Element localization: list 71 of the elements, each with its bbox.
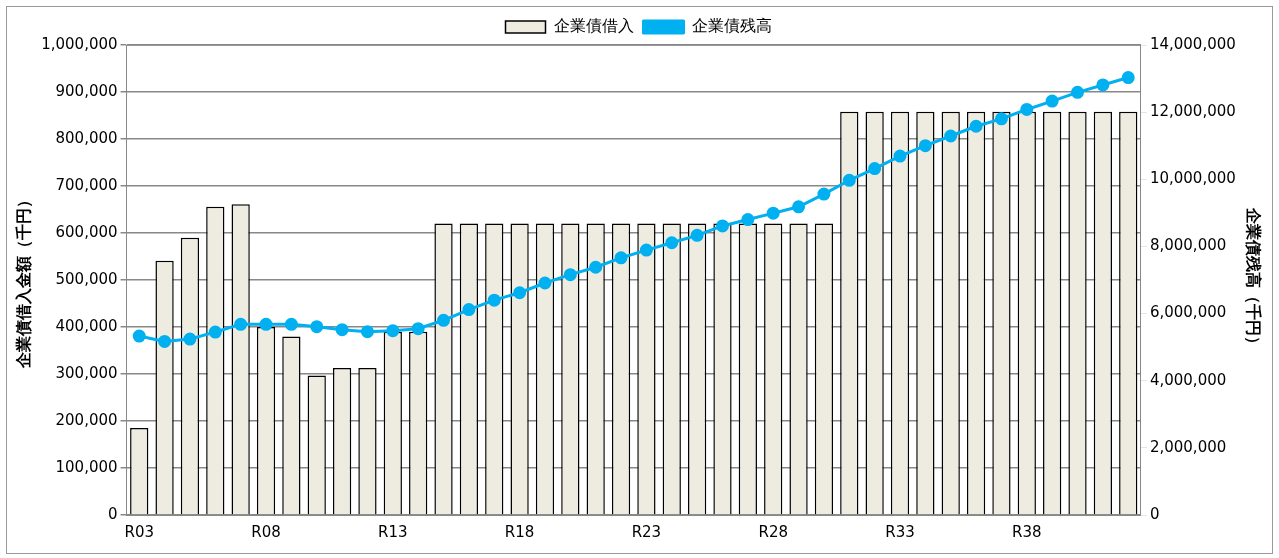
point: [1045, 94, 1059, 108]
point: [918, 139, 932, 153]
point: [487, 293, 501, 307]
point: [868, 162, 882, 176]
x-tick-label: R28: [758, 522, 788, 541]
point: [690, 228, 704, 242]
y2-tick-label: 10,000,000: [1149, 169, 1236, 188]
y-tick-label: 800,000: [55, 128, 118, 147]
point: [132, 329, 146, 343]
point: [944, 129, 958, 143]
x-tick-label: R08: [251, 522, 281, 541]
point: [158, 334, 172, 348]
point: [842, 173, 856, 187]
y-tick-label: 600,000: [55, 222, 118, 241]
point: [234, 317, 248, 331]
point: [817, 187, 831, 201]
y-tick-label: 0: [107, 504, 118, 523]
point: [310, 320, 324, 334]
point: [741, 213, 755, 227]
y2-tick-label: 8,000,000: [1149, 236, 1227, 255]
y2-tick-label: 12,000,000: [1149, 102, 1236, 121]
point: [284, 317, 298, 331]
point: [715, 219, 729, 233]
point: [893, 149, 907, 163]
point: [792, 200, 806, 214]
point: [1096, 78, 1110, 92]
y-axis-title: 企業債借入金額（千円）: [13, 192, 33, 369]
point: [1121, 71, 1135, 85]
x-tick-label: R18: [504, 522, 535, 541]
legend-label: 企業債借入: [553, 16, 634, 36]
point: [360, 325, 374, 339]
y-tick-label: 500,000: [55, 269, 118, 288]
x-tick-label: R33: [885, 522, 915, 541]
y2-tick-label: 6,000,000: [1149, 303, 1227, 322]
point: [969, 119, 983, 133]
x-tick-label: R38: [1012, 522, 1042, 541]
point: [462, 303, 476, 317]
y-tick-label: 1,000,000: [41, 34, 118, 53]
y2-tick-label: 4,000,000: [1149, 370, 1227, 389]
y2-tick-label: 0: [1149, 504, 1160, 523]
point: [183, 332, 197, 346]
point: [513, 286, 527, 300]
point: [563, 268, 577, 282]
y-tick-label: 300,000: [55, 363, 118, 382]
point: [437, 313, 451, 327]
x-tick-label: R03: [124, 522, 154, 541]
point: [335, 323, 349, 337]
point: [665, 236, 679, 250]
point: [411, 322, 425, 336]
point: [766, 206, 780, 220]
y-tick-label: 200,000: [55, 410, 118, 429]
x-tick-label: R23: [631, 522, 662, 541]
point: [259, 317, 273, 331]
y-tick-label: 900,000: [55, 81, 118, 100]
y2-tick-label: 2,000,000: [1149, 437, 1227, 456]
legend-label: 企業債残高: [691, 16, 772, 36]
y2-axis-title: 企業債残高（千円）: [1244, 207, 1264, 352]
point: [994, 112, 1008, 126]
y2-tick-label: 14,000,000: [1149, 34, 1236, 53]
point: [208, 325, 222, 339]
y-tick-label: 400,000: [55, 316, 118, 335]
y-tick-label: 700,000: [55, 175, 118, 194]
point: [386, 324, 400, 338]
point: [538, 276, 552, 290]
y-tick-label: 100,000: [55, 457, 118, 476]
point: [1071, 85, 1085, 99]
x-tick-label: R13: [378, 522, 408, 541]
point: [589, 260, 603, 274]
point: [614, 251, 628, 265]
point: [1020, 102, 1034, 116]
point: [639, 243, 653, 257]
